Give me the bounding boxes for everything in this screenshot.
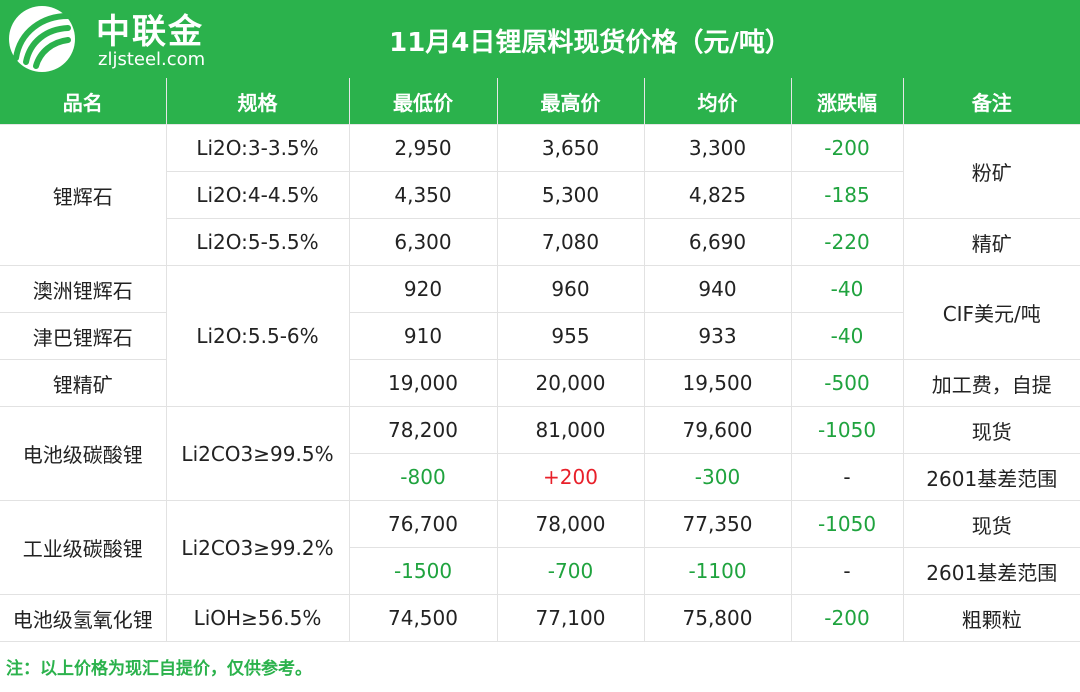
low-price-cell: 910 <box>348 312 498 360</box>
page-title: 11月4日锂原料现货价格（元/吨） <box>389 28 791 58</box>
col-header-note: 备注 <box>902 78 1080 125</box>
table-row: -800 +200 -300 - 2601基差范围 <box>0 453 1080 501</box>
change-cell: -200 <box>790 124 904 172</box>
low-price-cell: 74,500 <box>348 594 498 642</box>
spec-cell: Li2O:5-5.5% <box>166 218 350 266</box>
low-price-cell: 6,300 <box>348 218 498 266</box>
note-cell: 现货 <box>902 500 1080 548</box>
note-cell: 粗颗粒 <box>902 594 1080 642</box>
table-row: 津巴锂辉石 910 955 933 -40 <box>0 312 1080 360</box>
brand-domain: zljsteel.com <box>98 49 206 70</box>
high-price-cell: 3,650 <box>496 124 645 172</box>
col-header-change: 涨跌幅 <box>790 78 903 125</box>
table-header-row: 品名 规格 最低价 最高价 均价 涨跌幅 备注 <box>0 78 1080 125</box>
product-name: 锂辉石 <box>0 124 167 266</box>
high-basis-cell: +200 <box>496 453 645 501</box>
table-row: 锂辉石 Li2O:3-3.5% 2,950 3,650 3,300 -200 粉… <box>0 124 1080 266</box>
spec-cell: LiOH≥56.5% <box>165 594 350 642</box>
avg-price-cell: 75,800 <box>643 594 792 642</box>
note-cell: 粉矿 <box>902 124 1080 219</box>
change-cell: -500 <box>790 359 904 407</box>
table-row: 电池级碳酸锂 Li2CO3≥99.5% 78,200 81,000 79,600… <box>0 406 1080 501</box>
product-name: 澳洲锂辉石 <box>0 265 167 313</box>
table-row: 锂精矿 19,000 20,000 19,500 -500 加工费，自提 <box>0 359 1080 407</box>
note-cell: 精矿 <box>902 218 1080 266</box>
low-price-cell: 19,000 <box>348 359 498 407</box>
change-cell: - <box>790 453 904 501</box>
low-basis-cell: -800 <box>349 453 498 501</box>
price-table: 品名 规格 最低价 最高价 均价 涨跌幅 备注 锂辉石 Li2O:3-3.5% … <box>0 78 1080 642</box>
low-price-cell: 2,950 <box>348 124 498 172</box>
change-cell: -1050 <box>790 500 904 548</box>
avg-price-cell: 6,690 <box>643 218 792 266</box>
table-row: Li2O:4-4.5% 4,350 5,300 4,825 -185 <box>0 171 1080 219</box>
note-cell: CIF美元/吨 <box>902 265 1080 360</box>
high-price-cell: 78,000 <box>496 500 645 548</box>
avg-price-cell: 933 <box>643 312 792 360</box>
avg-price-cell: 77,350 <box>643 500 792 548</box>
change-cell: -220 <box>790 218 904 266</box>
footnote: 注：以上价格为现汇自提价，仅供参考。 <box>6 659 312 679</box>
avg-price-cell: 19,500 <box>643 359 792 407</box>
col-header-high: 最高价 <box>496 78 644 125</box>
change-cell: -1050 <box>790 406 904 454</box>
product-name: 锂精矿 <box>0 359 167 407</box>
change-cell: -185 <box>790 171 903 219</box>
high-price-cell: 20,000 <box>496 359 645 407</box>
low-basis-cell: -1500 <box>349 547 498 595</box>
avg-basis-cell: -300 <box>643 453 792 501</box>
table-row: 电池级氢氧化锂 LiOH≥56.5% 74,500 77,100 75,800 … <box>0 594 1080 642</box>
col-header-spec: 规格 <box>165 78 349 125</box>
spec-cell: Li2O:3-3.5% <box>165 124 350 172</box>
change-cell: -40 <box>790 265 904 313</box>
high-price-cell: 5,300 <box>496 171 645 219</box>
note-cell: 2601基差范围 <box>902 547 1080 595</box>
header-bar: 中联金 zljsteel.com 11月4日锂原料现货价格（元/吨） <box>0 0 1080 78</box>
high-price-cell: 955 <box>496 312 645 360</box>
table-row: 工业级碳酸锂 Li2CO3≥99.2% 76,700 78,000 77,350… <box>0 500 1080 595</box>
product-name: 电池级氢氧化锂 <box>0 594 167 642</box>
low-price-cell: 920 <box>348 265 498 313</box>
spec-cell: Li2CO3≥99.5% <box>165 406 350 501</box>
col-header-name: 品名 <box>0 78 166 125</box>
high-basis-cell: -700 <box>496 547 645 595</box>
table-row: -1500 -700 -1100 - 2601基差范围 <box>0 547 1080 595</box>
logo-icon <box>9 6 75 72</box>
avg-price-cell: 3,300 <box>643 124 792 172</box>
note-cell: 2601基差范围 <box>902 453 1080 501</box>
spec-cell: Li2O:4-4.5% <box>166 171 350 219</box>
change-cell: -200 <box>790 594 904 642</box>
product-name: 津巴锂辉石 <box>0 312 167 360</box>
spec-cell: Li2O:5.5-6% <box>165 265 350 407</box>
high-price-cell: 7,080 <box>496 218 645 266</box>
high-price-cell: 960 <box>496 265 645 313</box>
product-name: 工业级碳酸锂 <box>0 500 167 595</box>
low-price-cell: 4,350 <box>348 171 498 219</box>
product-name: 电池级碳酸锂 <box>0 406 167 501</box>
note-cell: 加工费，自提 <box>902 359 1080 407</box>
table-row: 澳洲锂辉石 Li2O:5.5-6% 920 960 940 -40 CIF美元/… <box>0 265 1080 407</box>
high-price-cell: 81,000 <box>496 406 645 454</box>
low-price-cell: 76,700 <box>348 500 498 548</box>
low-price-cell: 78,200 <box>348 406 498 454</box>
col-header-avg: 均价 <box>643 78 791 125</box>
avg-price-cell: 940 <box>643 265 792 313</box>
change-cell: -40 <box>790 312 903 360</box>
avg-price-cell: 4,825 <box>643 171 792 219</box>
col-header-low: 最低价 <box>348 78 497 125</box>
change-cell: - <box>790 547 904 595</box>
spec-cell: Li2CO3≥99.2% <box>165 500 350 595</box>
brand-name: 中联金 <box>96 12 204 52</box>
avg-basis-cell: -1100 <box>643 547 792 595</box>
high-price-cell: 77,100 <box>496 594 645 642</box>
note-cell: 现货 <box>902 406 1080 454</box>
avg-price-cell: 79,600 <box>643 406 792 454</box>
